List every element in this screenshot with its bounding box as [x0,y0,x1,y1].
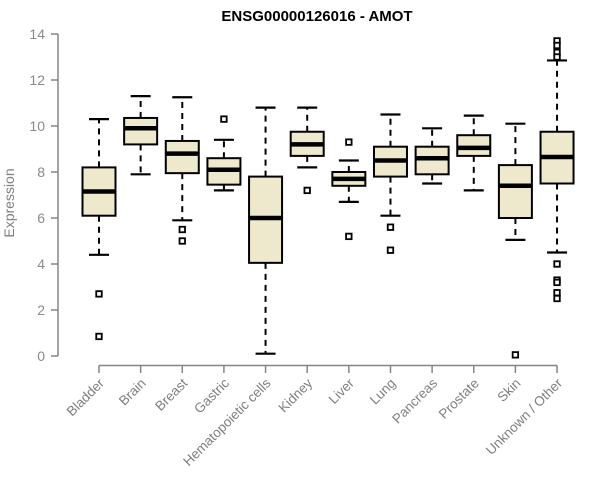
y-tick-label-0: 0 [37,348,45,364]
x-tick-label-liver: Liver [326,375,358,407]
outlier-unknown-other-3 [553,53,561,61]
y-tick-label-12: 12 [29,72,45,88]
y-tick-label-14: 14 [29,26,45,42]
y-tick-label-4: 4 [37,256,45,272]
outlier-kidney-0 [303,186,311,195]
outlier-bladder-0 [95,290,103,298]
x-tick-label-bladder: Bladder [64,375,108,419]
y-tick-label-2: 2 [37,302,45,318]
outlier-unknown-other-7 [553,289,561,297]
x-tick-label-unknown-other: Unknown / Other [483,375,566,458]
y-axis-label: Expression [1,168,17,237]
chart-title: ENSG00000126016 - AMOT [221,8,412,25]
box-skin [497,164,533,220]
outlier-lung-0 [386,223,395,231]
y-tick-label-8: 8 [37,164,45,180]
outlier-breast-0 [178,225,186,234]
y-tick-label-10: 10 [29,118,45,134]
box-prostate [456,134,492,157]
outlier-unknown-other-4 [553,260,561,268]
outlier-skin-0 [511,351,520,359]
outlier-breast-1 [178,237,186,245]
box-breast [164,139,200,175]
outlier-lung-1 [386,246,395,254]
x-tick-label-skin: Skin [494,376,523,405]
outlier-gastric-0 [220,115,228,123]
outlier-bladder-1 [95,332,103,341]
box-brain [123,116,159,146]
outlier-unknown-other-8 [553,294,561,303]
x-tick-label-brain: Brain [116,376,149,409]
box-pancreas [414,145,450,176]
x-tick-label-breast: Breast [152,375,190,413]
x-tick-label-lung: Lung [367,376,399,408]
x-tick-label-kidney: Kidney [276,375,316,415]
y-tick-label-6: 6 [37,210,45,226]
outlier-liver-0 [345,138,353,146]
outlier-unknown-other-6 [553,278,561,287]
outlier-unknown-other-1 [553,41,561,50]
x-tick-label-pancreas: Pancreas [389,375,440,426]
x-tick-label-prostate: Prostate [436,376,482,422]
x-tick-label-gastric: Gastric [191,375,232,416]
outlier-liver-1 [345,232,353,241]
